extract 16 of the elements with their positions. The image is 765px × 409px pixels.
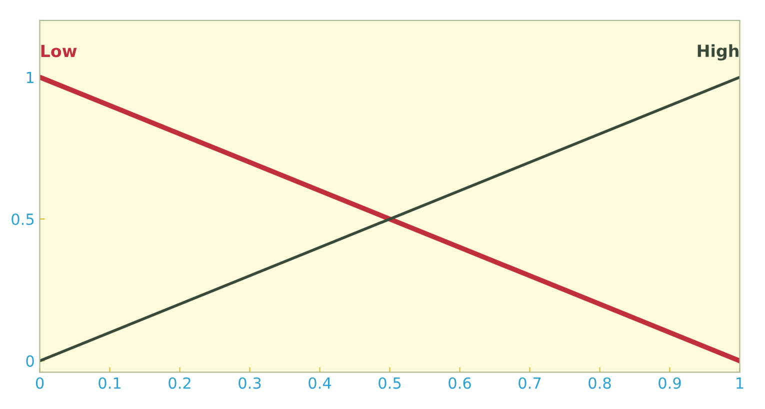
x-tick-label: 0.1	[98, 377, 121, 389]
series-label: High	[698, 44, 738, 61]
y-tick-label: 1	[26, 72, 34, 83]
x-tick-label: 0.5	[378, 377, 401, 389]
y-tick-label: 0	[26, 355, 34, 367]
x-tick-label: 0	[36, 377, 44, 389]
series-label: Low	[41, 44, 77, 58]
x-tick-label: 0.7	[518, 377, 541, 389]
x-tick-label: 0.9	[658, 377, 681, 389]
x-tick-label: 1	[736, 378, 744, 389]
x-tick-label: 0.8	[588, 377, 611, 389]
x-tick-label: 0.2	[168, 377, 190, 389]
x-tick-label: 0.6	[448, 377, 471, 389]
x-tick-label: 0.4	[308, 377, 332, 389]
x-tick-label: 0.3	[238, 377, 261, 389]
y-tick-label: 0.5	[12, 213, 34, 226]
